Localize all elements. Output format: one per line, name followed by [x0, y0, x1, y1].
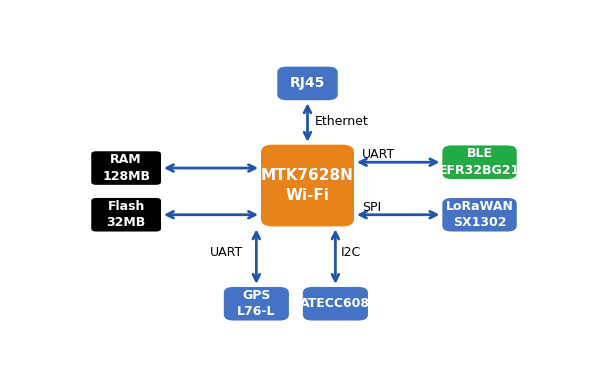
Text: Flash
32MB: Flash 32MB [107, 200, 146, 230]
Text: RJ45: RJ45 [290, 77, 325, 91]
FancyBboxPatch shape [442, 198, 517, 232]
FancyBboxPatch shape [224, 287, 289, 321]
FancyBboxPatch shape [442, 146, 517, 179]
Text: MTK7628N
Wi-Fi: MTK7628N Wi-Fi [261, 168, 354, 203]
FancyBboxPatch shape [303, 287, 368, 321]
Text: LoRaWAN
SX1302: LoRaWAN SX1302 [446, 200, 514, 230]
Text: GPS
L76-L: GPS L76-L [237, 289, 275, 318]
Text: RAM
128MB: RAM 128MB [102, 153, 150, 183]
Text: Ethernet: Ethernet [314, 115, 368, 128]
Text: UART: UART [210, 246, 243, 259]
FancyBboxPatch shape [91, 198, 161, 232]
Text: BLE
EFR32BG21: BLE EFR32BG21 [439, 147, 520, 177]
Text: SPI: SPI [362, 201, 381, 214]
Text: UART: UART [362, 149, 395, 161]
Text: ATECC608: ATECC608 [301, 297, 370, 310]
FancyBboxPatch shape [261, 145, 354, 226]
FancyBboxPatch shape [277, 67, 338, 100]
FancyBboxPatch shape [91, 151, 161, 185]
Text: I2C: I2C [341, 246, 361, 259]
